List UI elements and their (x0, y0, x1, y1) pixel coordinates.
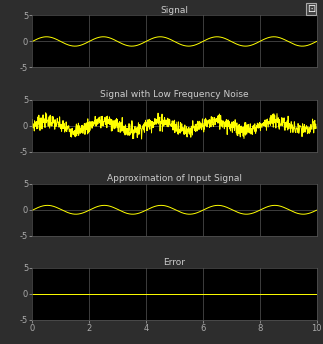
Title: Signal with Low Frequency Noise: Signal with Low Frequency Noise (100, 90, 249, 99)
Title: Approximation of Input Signal: Approximation of Input Signal (107, 174, 242, 183)
Text: ⊡: ⊡ (307, 4, 315, 14)
Title: Error: Error (163, 258, 185, 267)
Title: Signal: Signal (161, 6, 188, 15)
